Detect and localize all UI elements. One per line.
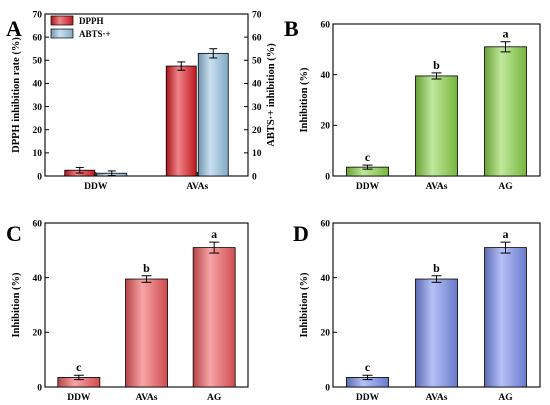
y-axis-title: DPPH inhibition rate (%) bbox=[11, 37, 22, 153]
bar bbox=[165, 65, 197, 177]
y2-tick-label: 30 bbox=[252, 103, 262, 113]
y2-tick-label: 0 bbox=[252, 172, 257, 182]
x-tick-label: DDW bbox=[67, 393, 91, 403]
bar bbox=[484, 247, 527, 388]
panel-label: D bbox=[293, 221, 309, 246]
significance-label: a bbox=[503, 27, 509, 41]
y2-tick-label: 60 bbox=[252, 33, 262, 43]
x-tick-label: DDW bbox=[356, 393, 380, 403]
y-tick-label: 40 bbox=[321, 71, 331, 81]
x-tick-label: AVAs bbox=[186, 182, 208, 192]
x-tick-label: AVAs bbox=[136, 393, 158, 403]
significance-label: b bbox=[143, 261, 150, 275]
panel-label: A bbox=[6, 16, 22, 41]
panel-b: B 0 20 40 60 Inhibition (%) DDW c AVAs b AG a bbox=[284, 16, 541, 192]
bar bbox=[192, 247, 236, 388]
y-tick-label: 60 bbox=[33, 219, 43, 229]
y2-tick-label: 50 bbox=[252, 57, 262, 67]
significance-label: a bbox=[211, 227, 217, 241]
legend-label: DPPH bbox=[79, 16, 104, 26]
y2-tick-label: 70 bbox=[252, 10, 262, 20]
y-tick-label: 0 bbox=[325, 172, 330, 182]
x-tick-label: DDW bbox=[84, 182, 108, 192]
y2-tick-label: 20 bbox=[252, 126, 262, 136]
panel-d: D 0 20 40 60 Inhibition (%) DDW c AVAs b AG a bbox=[293, 219, 541, 403]
x-tick-label: AG bbox=[207, 393, 222, 403]
y2-tick-label: 40 bbox=[252, 80, 262, 90]
y-tick-label: 50 bbox=[33, 57, 43, 67]
panel-label: B bbox=[284, 16, 299, 41]
y2-axis-title: ABTS·+ inhibition (%) bbox=[266, 43, 277, 147]
significance-label: c bbox=[365, 360, 371, 374]
panel-label: C bbox=[6, 221, 22, 246]
x-tick-label: AG bbox=[498, 182, 513, 192]
bar bbox=[197, 52, 229, 177]
y-axis-title: Inhibition (%) bbox=[299, 272, 310, 338]
y-tick-label: 0 bbox=[37, 383, 42, 393]
y-tick-label: 20 bbox=[321, 122, 331, 132]
y-tick-label: 20 bbox=[321, 329, 331, 339]
significance-label: b bbox=[433, 58, 440, 72]
bar bbox=[125, 278, 168, 388]
bar bbox=[484, 46, 527, 177]
y-tick-label: 10 bbox=[33, 149, 43, 159]
y-tick-label: 20 bbox=[33, 126, 43, 136]
x-tick-label: AG bbox=[498, 393, 513, 403]
y-axis-title: Inhibition (%) bbox=[11, 272, 22, 338]
y-tick-label: 0 bbox=[325, 383, 330, 393]
y-tick-label: 60 bbox=[33, 33, 43, 43]
y-axis-title: Inhibition (%) bbox=[299, 67, 310, 133]
y-tick-label: 40 bbox=[33, 80, 43, 90]
y-tick-label: 20 bbox=[33, 329, 43, 339]
significance-label: c bbox=[365, 150, 371, 164]
y-tick-label: 60 bbox=[321, 219, 331, 229]
x-tick-label: DDW bbox=[356, 182, 380, 192]
legend-swatch bbox=[50, 28, 74, 39]
plot-frame bbox=[44, 13, 249, 177]
bar bbox=[415, 278, 458, 388]
legend-label: ABTS·+ bbox=[79, 29, 111, 39]
y-tick-label: 60 bbox=[321, 20, 331, 30]
x-tick-label: AVAs bbox=[426, 393, 448, 403]
significance-label: c bbox=[76, 360, 82, 374]
x-tick-label: AVAs bbox=[426, 182, 448, 192]
significance-label: b bbox=[433, 261, 440, 275]
bar bbox=[415, 75, 458, 177]
y-tick-label: 40 bbox=[33, 274, 43, 284]
y-tick-label: 40 bbox=[321, 274, 331, 284]
legend-swatch bbox=[50, 15, 74, 26]
y-tick-label: 70 bbox=[33, 10, 43, 20]
y-tick-label: 0 bbox=[37, 172, 42, 182]
panel-a: A 0 0 10 10 20 20 30 30 40 40 50 50 60 60 70 70 DPPH inhi… bbox=[6, 10, 277, 192]
y-tick-label: 30 bbox=[33, 103, 43, 113]
y2-tick-label: 10 bbox=[252, 149, 262, 159]
panel-c: C 0 20 40 60 Inhibition (%) DDW c AVAs b AG a bbox=[6, 219, 249, 403]
significance-label: a bbox=[503, 227, 509, 241]
